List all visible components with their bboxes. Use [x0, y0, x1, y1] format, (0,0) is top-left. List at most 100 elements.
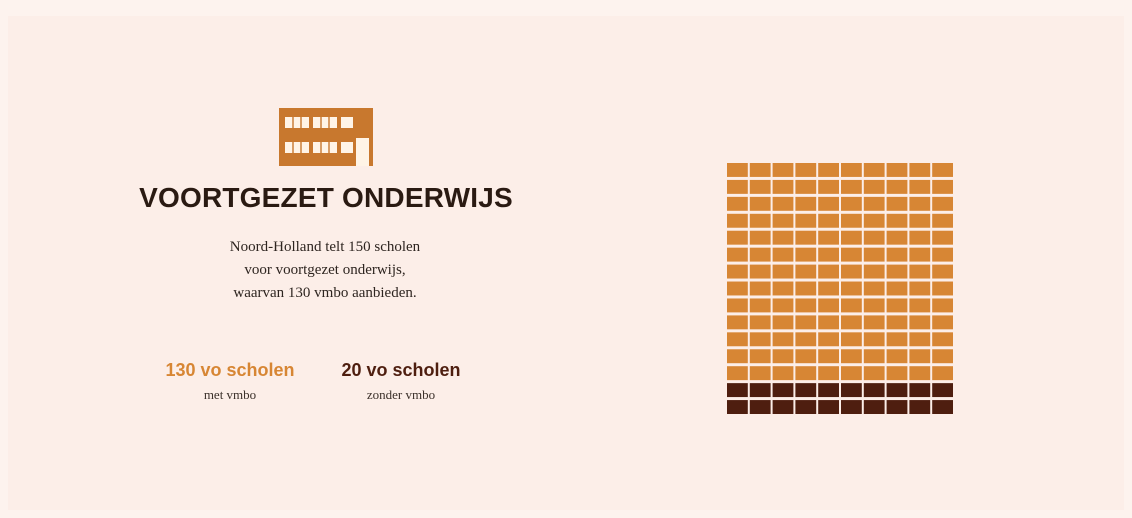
- stat-with-vmbo-label: met vmbo: [203, 387, 257, 402]
- waffle-cell-zonder-vmbo: [727, 383, 748, 398]
- waffle-cell-met-vmbo: [932, 264, 953, 279]
- waffle-cell-met-vmbo: [932, 281, 953, 296]
- waffle-cell-met-vmbo: [749, 247, 771, 262]
- waffle-cell-met-vmbo: [727, 281, 748, 296]
- waffle-cell-zonder-vmbo: [841, 383, 862, 398]
- waffle-cell-zonder-vmbo: [886, 400, 908, 414]
- waffle-cell-met-vmbo: [818, 230, 839, 245]
- page-title: VOORTGEZET ONDERWIJS: [139, 182, 513, 213]
- waffle-cell-met-vmbo: [772, 281, 794, 296]
- waffle-cell-met-vmbo: [818, 264, 839, 279]
- waffle-cell-met-vmbo: [727, 298, 748, 313]
- waffle-cell-met-vmbo: [749, 315, 771, 330]
- waffle-cell-met-vmbo: [818, 349, 839, 364]
- waffle-cell-zonder-vmbo: [818, 383, 839, 398]
- waffle-cell-met-vmbo: [909, 349, 931, 364]
- waffle-cell-met-vmbo: [772, 315, 794, 330]
- waffle-cell-met-vmbo: [749, 196, 771, 211]
- waffle-cell-met-vmbo: [909, 230, 931, 245]
- waffle-cell-met-vmbo: [863, 247, 885, 262]
- school-building-icon: [279, 108, 373, 166]
- waffle-cell-met-vmbo: [886, 230, 908, 245]
- waffle-cell-met-vmbo: [749, 264, 771, 279]
- waffle-cell-zonder-vmbo: [795, 383, 817, 398]
- waffle-cell-zonder-vmbo: [818, 400, 839, 414]
- waffle-cell-met-vmbo: [727, 349, 748, 364]
- stat-with-vmbo: 130 vo scholen met vmbo: [150, 360, 310, 403]
- waffle-cell-met-vmbo: [795, 332, 817, 347]
- waffle-cell-met-vmbo: [909, 366, 931, 381]
- waffle-cell-met-vmbo: [749, 213, 771, 228]
- waffle-cell-met-vmbo: [909, 213, 931, 228]
- waffle-cell-met-vmbo: [818, 281, 839, 296]
- waffle-cell-met-vmbo: [863, 163, 885, 177]
- waffle-cell-zonder-vmbo: [909, 400, 931, 414]
- waffle-cell-met-vmbo: [863, 264, 885, 279]
- waffle-cell-met-vmbo: [841, 349, 862, 364]
- waffle-cell-met-vmbo: [932, 196, 953, 211]
- waffle-cell-met-vmbo: [772, 264, 794, 279]
- waffle-cell-met-vmbo: [886, 179, 908, 194]
- waffle-cell-met-vmbo: [749, 332, 771, 347]
- waffle-cell-met-vmbo: [795, 163, 817, 177]
- waffle-cell-met-vmbo: [749, 366, 771, 381]
- waffle-cell-met-vmbo: [841, 213, 862, 228]
- waffle-cell-met-vmbo: [909, 332, 931, 347]
- waffle-cell-met-vmbo: [909, 315, 931, 330]
- waffle-cell-met-vmbo: [749, 179, 771, 194]
- waffle-cell-met-vmbo: [749, 349, 771, 364]
- waffle-cell-met-vmbo: [886, 247, 908, 262]
- waffle-cell-zonder-vmbo: [772, 400, 794, 414]
- waffle-cell-met-vmbo: [863, 349, 885, 364]
- waffle-cell-met-vmbo: [772, 179, 794, 194]
- waffle-cell-met-vmbo: [795, 281, 817, 296]
- waffle-cell-met-vmbo: [886, 366, 908, 381]
- stat-without-vmbo-label: zonder vmbo: [366, 387, 436, 402]
- waffle-cell-zonder-vmbo: [795, 400, 817, 414]
- waffle-cell-met-vmbo: [772, 332, 794, 347]
- waffle-cell-met-vmbo: [841, 281, 862, 296]
- waffle-cell-met-vmbo: [818, 332, 839, 347]
- stat-without-vmbo: 20 vo scholen zonder vmbo: [316, 360, 486, 403]
- waffle-cell-met-vmbo: [932, 163, 953, 177]
- waffle-cell-met-vmbo: [886, 349, 908, 364]
- waffle-cell-met-vmbo: [886, 213, 908, 228]
- waffle-cell-met-vmbo: [749, 230, 771, 245]
- waffle-cell-met-vmbo: [841, 264, 862, 279]
- waffle-cell-met-vmbo: [772, 366, 794, 381]
- waffle-cell-met-vmbo: [818, 163, 839, 177]
- waffle-cell-met-vmbo: [727, 366, 748, 381]
- waffle-cell-zonder-vmbo: [772, 383, 794, 398]
- waffle-cell-met-vmbo: [795, 230, 817, 245]
- waffle-cell-met-vmbo: [795, 213, 817, 228]
- waffle-cell-met-vmbo: [795, 298, 817, 313]
- waffle-cell-met-vmbo: [727, 179, 748, 194]
- waffle-cell-met-vmbo: [932, 332, 953, 347]
- waffle-cell-zonder-vmbo: [932, 400, 953, 414]
- waffle-cell-met-vmbo: [863, 213, 885, 228]
- waffle-cell-met-vmbo: [863, 315, 885, 330]
- waffle-cell-zonder-vmbo: [749, 400, 771, 414]
- waffle-cell-met-vmbo: [772, 349, 794, 364]
- waffle-cell-met-vmbo: [886, 298, 908, 313]
- waffle-cell-met-vmbo: [749, 298, 771, 313]
- waffle-cell-met-vmbo: [818, 213, 839, 228]
- waffle-cell-met-vmbo: [886, 196, 908, 211]
- waffle-cell-met-vmbo: [727, 230, 748, 245]
- waffle-cell-zonder-vmbo: [727, 400, 748, 414]
- waffle-cell-met-vmbo: [932, 366, 953, 381]
- waffle-chart: [727, 163, 953, 414]
- waffle-cell-met-vmbo: [818, 196, 839, 211]
- waffle-cell-met-vmbo: [795, 264, 817, 279]
- waffle-cell-met-vmbo: [772, 196, 794, 211]
- waffle-cell-zonder-vmbo: [909, 383, 931, 398]
- waffle-cell-met-vmbo: [727, 315, 748, 330]
- waffle-cell-met-vmbo: [863, 230, 885, 245]
- waffle-cell-met-vmbo: [886, 315, 908, 330]
- waffle-cell-met-vmbo: [932, 179, 953, 194]
- waffle-cell-met-vmbo: [841, 332, 862, 347]
- waffle-cell-met-vmbo: [909, 298, 931, 313]
- waffle-cell-met-vmbo: [841, 163, 862, 177]
- waffle-cell-met-vmbo: [795, 349, 817, 364]
- waffle-cell-zonder-vmbo: [886, 383, 908, 398]
